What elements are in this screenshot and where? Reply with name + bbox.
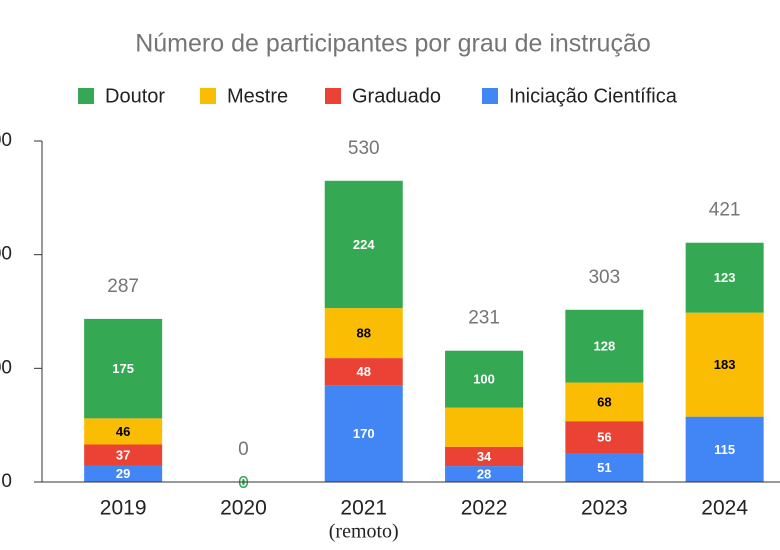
- data-label: 115: [714, 442, 735, 457]
- bar-segment: [84, 465, 163, 482]
- bar-segment: [685, 416, 764, 482]
- total-label: 421: [709, 200, 741, 221]
- y-tick-label: 600: [0, 130, 12, 151]
- bar-segment: [565, 382, 644, 422]
- legend-label: Graduado: [352, 85, 441, 107]
- x-tick-label: 2021: [340, 497, 387, 520]
- x-tick-label: 2022: [461, 497, 508, 520]
- data-label: 56: [597, 430, 611, 445]
- data-label: 183: [714, 357, 736, 372]
- data-label: 68: [597, 394, 611, 409]
- x-tick-label: 2023: [581, 497, 628, 520]
- total-label: 0: [238, 439, 249, 460]
- bar-segment: [565, 309, 644, 383]
- total-label: 530: [348, 138, 380, 159]
- data-label: 48: [357, 364, 371, 379]
- legend-label: Doutor: [105, 85, 165, 107]
- legend-swatch: [200, 88, 216, 104]
- data-label: 170: [353, 426, 375, 441]
- data-label: 29: [116, 466, 130, 481]
- bar-segment: [565, 453, 644, 482]
- bar-segment: [324, 180, 403, 309]
- bar-segment: [445, 446, 524, 467]
- bar-segment: [84, 318, 163, 419]
- bar-segment: [685, 312, 764, 417]
- bar-segment: [324, 385, 403, 482]
- bar-segment: [84, 418, 163, 445]
- y-tick-label: 200: [0, 357, 12, 378]
- x-tick-note: (remoto): [329, 521, 399, 543]
- data-label: 100: [473, 372, 495, 387]
- chart-title: Número de participantes por grau de inst…: [135, 30, 651, 58]
- data-label: 28: [477, 466, 491, 481]
- legend-swatch: [482, 88, 498, 104]
- data-label: 88: [357, 326, 371, 341]
- bar-segment: [324, 308, 403, 359]
- bar-segment: [445, 407, 524, 447]
- bar-segment: [445, 466, 524, 482]
- bar-segment: [84, 444, 163, 466]
- data-label: 34: [477, 449, 492, 464]
- data-label: 51: [597, 460, 611, 475]
- bar-segment: [565, 421, 644, 454]
- data-label: 37: [116, 447, 130, 462]
- legend-swatch: [325, 88, 341, 104]
- x-tick-label: 2019: [100, 497, 147, 520]
- legend-label: Mestre: [227, 85, 288, 107]
- total-label: 231: [468, 308, 500, 329]
- total-label: 303: [588, 267, 620, 288]
- x-tick-label: 2024: [701, 497, 748, 520]
- bar-segment: [445, 350, 524, 408]
- x-tick-label: 2020: [220, 497, 267, 520]
- y-tick-label: 400: [0, 244, 12, 265]
- bar-segment: [685, 242, 764, 313]
- data-label: 175: [112, 361, 134, 376]
- bar-segment: [324, 358, 403, 386]
- legend-label: Iniciação Científica: [509, 85, 678, 107]
- data-label: 46: [116, 424, 130, 439]
- data-label: 123: [714, 270, 736, 285]
- total-label: 287: [107, 276, 139, 297]
- data-label: 128: [593, 339, 615, 354]
- y-tick-label: 0: [1, 471, 12, 492]
- data-label: 224: [353, 237, 375, 252]
- legend-swatch: [78, 88, 94, 104]
